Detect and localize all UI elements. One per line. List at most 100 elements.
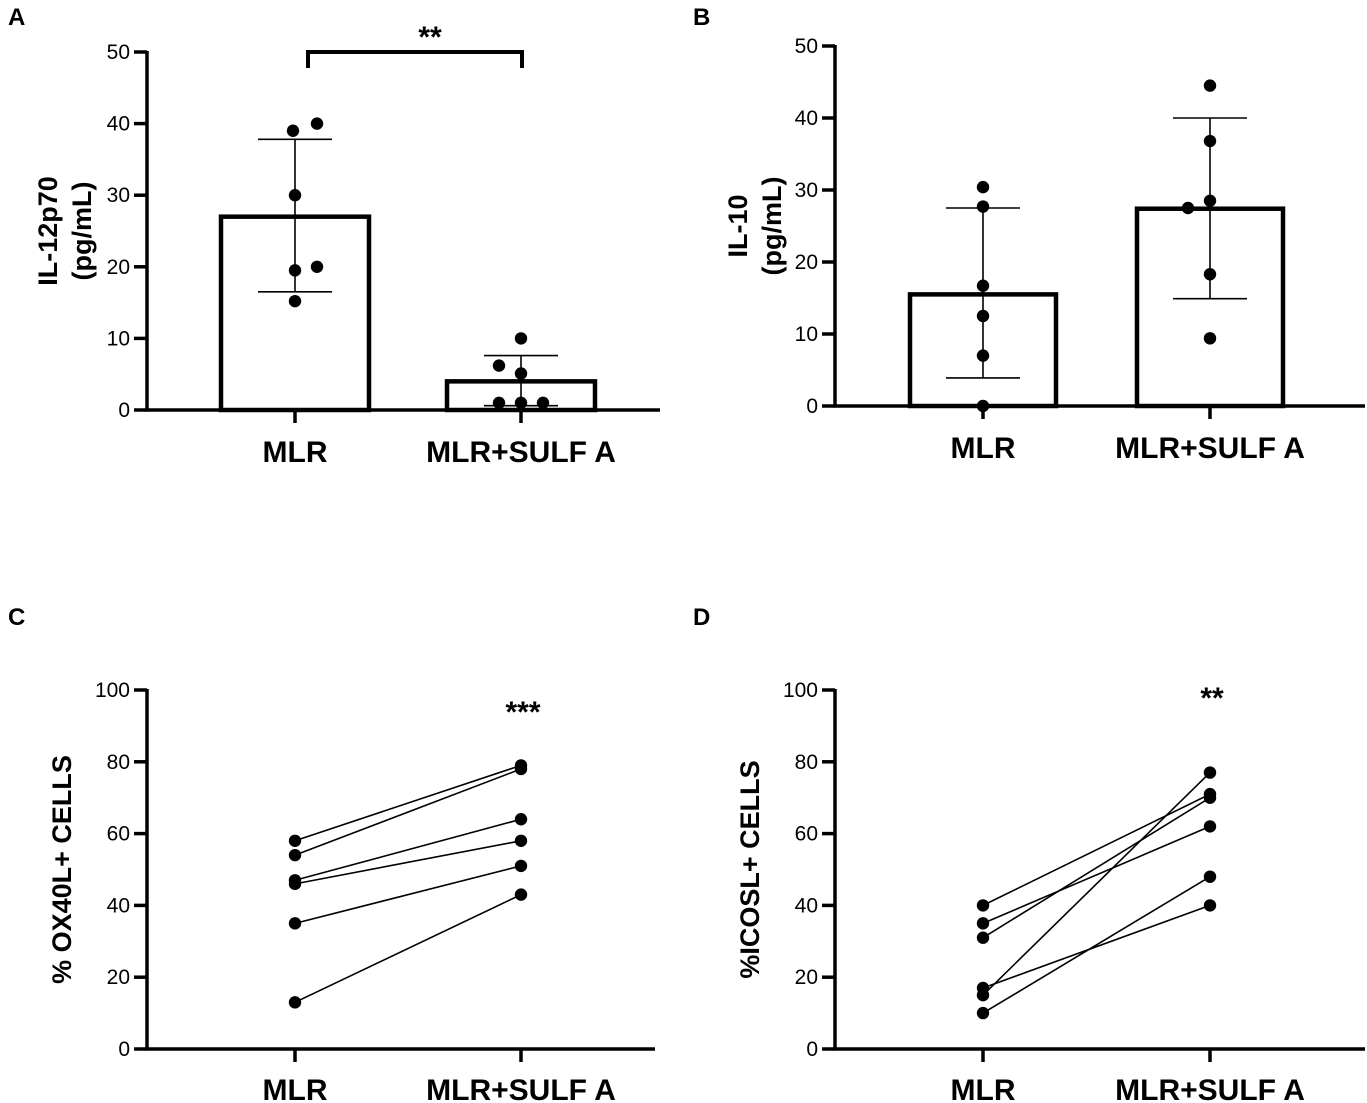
- data-point: [310, 117, 324, 130]
- y-tick-label: 50: [795, 35, 818, 58]
- y-tick-label: 0: [118, 399, 130, 422]
- data-point: [288, 189, 302, 202]
- significance-label: ***: [505, 696, 540, 729]
- significance-label: **: [418, 21, 442, 54]
- y-tick-label: 60: [107, 823, 130, 846]
- panel-d: D 0 20 40 60 80 100 MLR MLR+SULF A %ICOSL+ CELLS *…: [693, 604, 1365, 1103]
- x-category-label: MLR: [951, 432, 1016, 465]
- data-point: [514, 834, 528, 847]
- y-tick-label: 100: [95, 679, 130, 702]
- data-point: [514, 762, 528, 776]
- paired-line: [294, 865, 522, 925]
- panel-c: C 0 20 40 60 80 100 MLR MLR+SULF A % OX40L+ CELLS…: [8, 604, 655, 1103]
- data-point: [514, 332, 528, 345]
- y-tick-label: 20: [795, 251, 818, 274]
- data-point: [1203, 134, 1217, 148]
- data-point: [288, 917, 302, 930]
- panel-b: B 0 10 20 30 40 50 MLR MLR+SULF A IL-10 (pg/mL): [693, 4, 1365, 465]
- data-point: [976, 349, 990, 362]
- data-point: [1203, 766, 1217, 779]
- x-category-label: MLR+SULF A: [1115, 432, 1305, 465]
- y-tick-label: 0: [806, 1038, 818, 1061]
- y-tick-label: 40: [795, 894, 818, 917]
- significance-label: **: [1200, 682, 1224, 715]
- data-point: [1203, 268, 1217, 281]
- significance-bracket: [306, 50, 524, 68]
- data-point: [286, 124, 300, 137]
- paired-line: [294, 893, 522, 1004]
- paired-line: [982, 825, 1211, 925]
- y-tick-label: 10: [795, 323, 818, 346]
- y-axis-label: (pg/mL): [757, 177, 787, 276]
- y-tick-label: 80: [107, 751, 130, 774]
- data-point: [1181, 201, 1195, 215]
- data-point: [514, 859, 528, 873]
- data-point: [536, 396, 550, 410]
- data-point: [288, 877, 302, 891]
- y-axis-label: (pg/mL): [67, 182, 97, 281]
- data-point: [288, 834, 302, 847]
- data-point: [976, 200, 990, 213]
- panel-letter: D: [693, 604, 710, 631]
- data-point: [1203, 820, 1217, 833]
- panel-a: A 0 10 20 30 40 50 MLR MLR+SULF A IL-12p70 (pg/mL)…: [8, 4, 660, 469]
- y-tick-label: 20: [107, 966, 130, 989]
- y-axis-label: IL-10: [723, 194, 753, 257]
- y-tick-label: 50: [107, 41, 130, 64]
- x-category-label: MLR: [951, 1074, 1016, 1103]
- data-point: [1203, 79, 1217, 92]
- data-point: [1203, 870, 1217, 883]
- data-point: [1203, 332, 1217, 345]
- y-tick-label: 30: [795, 179, 818, 202]
- x-category-label: MLR: [263, 1074, 328, 1103]
- data-point: [976, 899, 990, 912]
- y-tick-label: 40: [107, 894, 130, 917]
- data-point: [976, 917, 990, 930]
- y-tick-label: 100: [783, 679, 818, 702]
- x-category-label: MLR+SULF A: [426, 436, 616, 469]
- data-point: [976, 279, 990, 292]
- y-tick-label: 60: [795, 823, 818, 846]
- y-tick-label: 10: [107, 327, 130, 350]
- data-point: [288, 848, 302, 862]
- y-tick-label: 30: [107, 184, 130, 207]
- paired-line: [982, 771, 1211, 996]
- data-point: [514, 813, 528, 826]
- data-point: [976, 931, 990, 944]
- panel-letter: B: [693, 4, 710, 31]
- data-point: [976, 180, 990, 194]
- data-point: [976, 1006, 990, 1020]
- paired-line: [294, 818, 522, 882]
- data-point: [310, 260, 324, 273]
- y-tick-label: 0: [806, 395, 818, 418]
- paired-line: [294, 839, 522, 885]
- y-axis-label: % OX40L+ CELLS: [47, 755, 77, 984]
- data-point: [1203, 791, 1217, 804]
- paired-line: [982, 797, 1211, 939]
- panel-letter: A: [8, 4, 25, 31]
- y-tick-label: 80: [795, 751, 818, 774]
- data-point: [288, 996, 302, 1009]
- y-tick-label: 20: [795, 966, 818, 989]
- paired-line: [982, 875, 1211, 1014]
- paired-line: [294, 764, 522, 842]
- data-point: [492, 396, 506, 410]
- y-tick-label: 40: [795, 107, 818, 130]
- data-point: [492, 359, 506, 372]
- x-category-label: MLR+SULF A: [1115, 1074, 1305, 1103]
- y-tick-label: 0: [118, 1038, 130, 1061]
- data-point: [514, 396, 528, 410]
- x-category-label: MLR+SULF A: [426, 1074, 616, 1103]
- paired-line: [982, 904, 1211, 989]
- paired-line: [982, 793, 1211, 907]
- y-axis-label: IL-12p70: [33, 176, 63, 286]
- data-point: [514, 888, 528, 901]
- y-axis-label: %ICOSL+ CELLS: [735, 760, 765, 978]
- data-point: [976, 309, 990, 323]
- x-category-label: MLR: [263, 436, 328, 469]
- data-point: [1203, 899, 1217, 912]
- data-point: [976, 399, 990, 413]
- data-point: [288, 264, 302, 277]
- y-tick-label: 20: [107, 256, 130, 279]
